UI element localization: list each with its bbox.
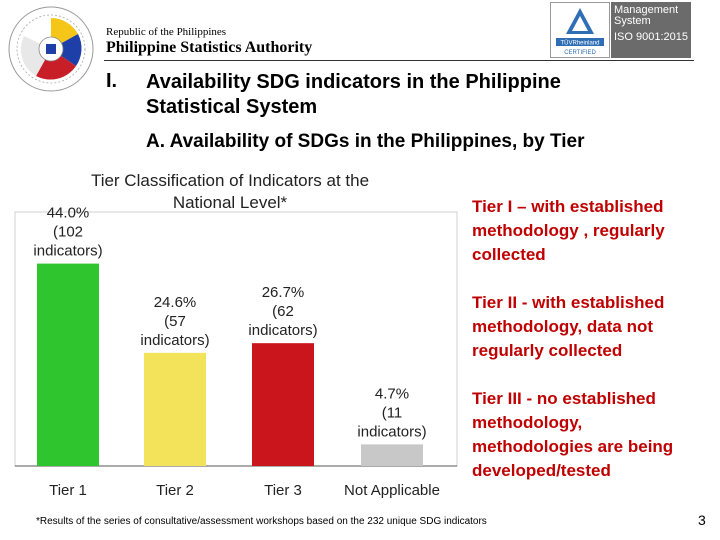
- page-number: 3: [698, 512, 706, 528]
- management-system-label: Management System: [614, 4, 679, 27]
- subsection-title: A. Availability of SDGs in the Philippin…: [146, 131, 585, 152]
- section-number: I.: [106, 70, 118, 92]
- psa-seal-logo: [8, 6, 94, 92]
- legend-tier-1: Tier I – with established methodology , …: [472, 197, 665, 264]
- data-label-tier-2: 24.6% (57 indicators): [140, 294, 209, 349]
- category-label: Tier 1: [49, 482, 87, 499]
- header-divider: [104, 60, 694, 61]
- bar-not-applicable: [361, 444, 423, 466]
- bar-tier-1: [37, 263, 99, 466]
- legend-tier-2: Tier II - with established methodology, …: [472, 293, 665, 360]
- management-system-box: Management System ISO 9001:2015: [611, 2, 691, 58]
- section-title: Availability SDG indicators in the Phili…: [146, 71, 561, 118]
- tuv-certified-badge: TÜVRheinland CERTIFIED: [550, 2, 610, 58]
- footnote: *Results of the series of consultative/a…: [36, 516, 487, 527]
- data-label-not-applicable: 4.7% (11 indicators): [357, 385, 426, 440]
- data-label-tier-3: 26.7% (62 indicators): [248, 284, 317, 339]
- chart-title: Tier Classification of Indicators at the…: [90, 171, 370, 212]
- iso-label: ISO 9001:2015: [614, 31, 689, 43]
- bar-tier-3: [252, 343, 314, 466]
- svg-text:CERTIFIED: CERTIFIED: [564, 50, 596, 56]
- legend-tier-3: Tier III - no established methodology, m…: [472, 389, 674, 480]
- category-label: Tier 2: [156, 482, 194, 499]
- data-label-tier-1: 44.0% (102 indicators): [33, 205, 102, 260]
- bar-tier-2: [144, 352, 206, 466]
- agency-name: Philippine Statistics Authority: [106, 39, 313, 56]
- republic-label: Republic of the Philippines: [106, 26, 227, 38]
- category-label: Tier 3: [264, 482, 302, 499]
- category-label: Not Applicable: [344, 482, 440, 499]
- svg-text:TÜVRheinland: TÜVRheinland: [560, 40, 599, 47]
